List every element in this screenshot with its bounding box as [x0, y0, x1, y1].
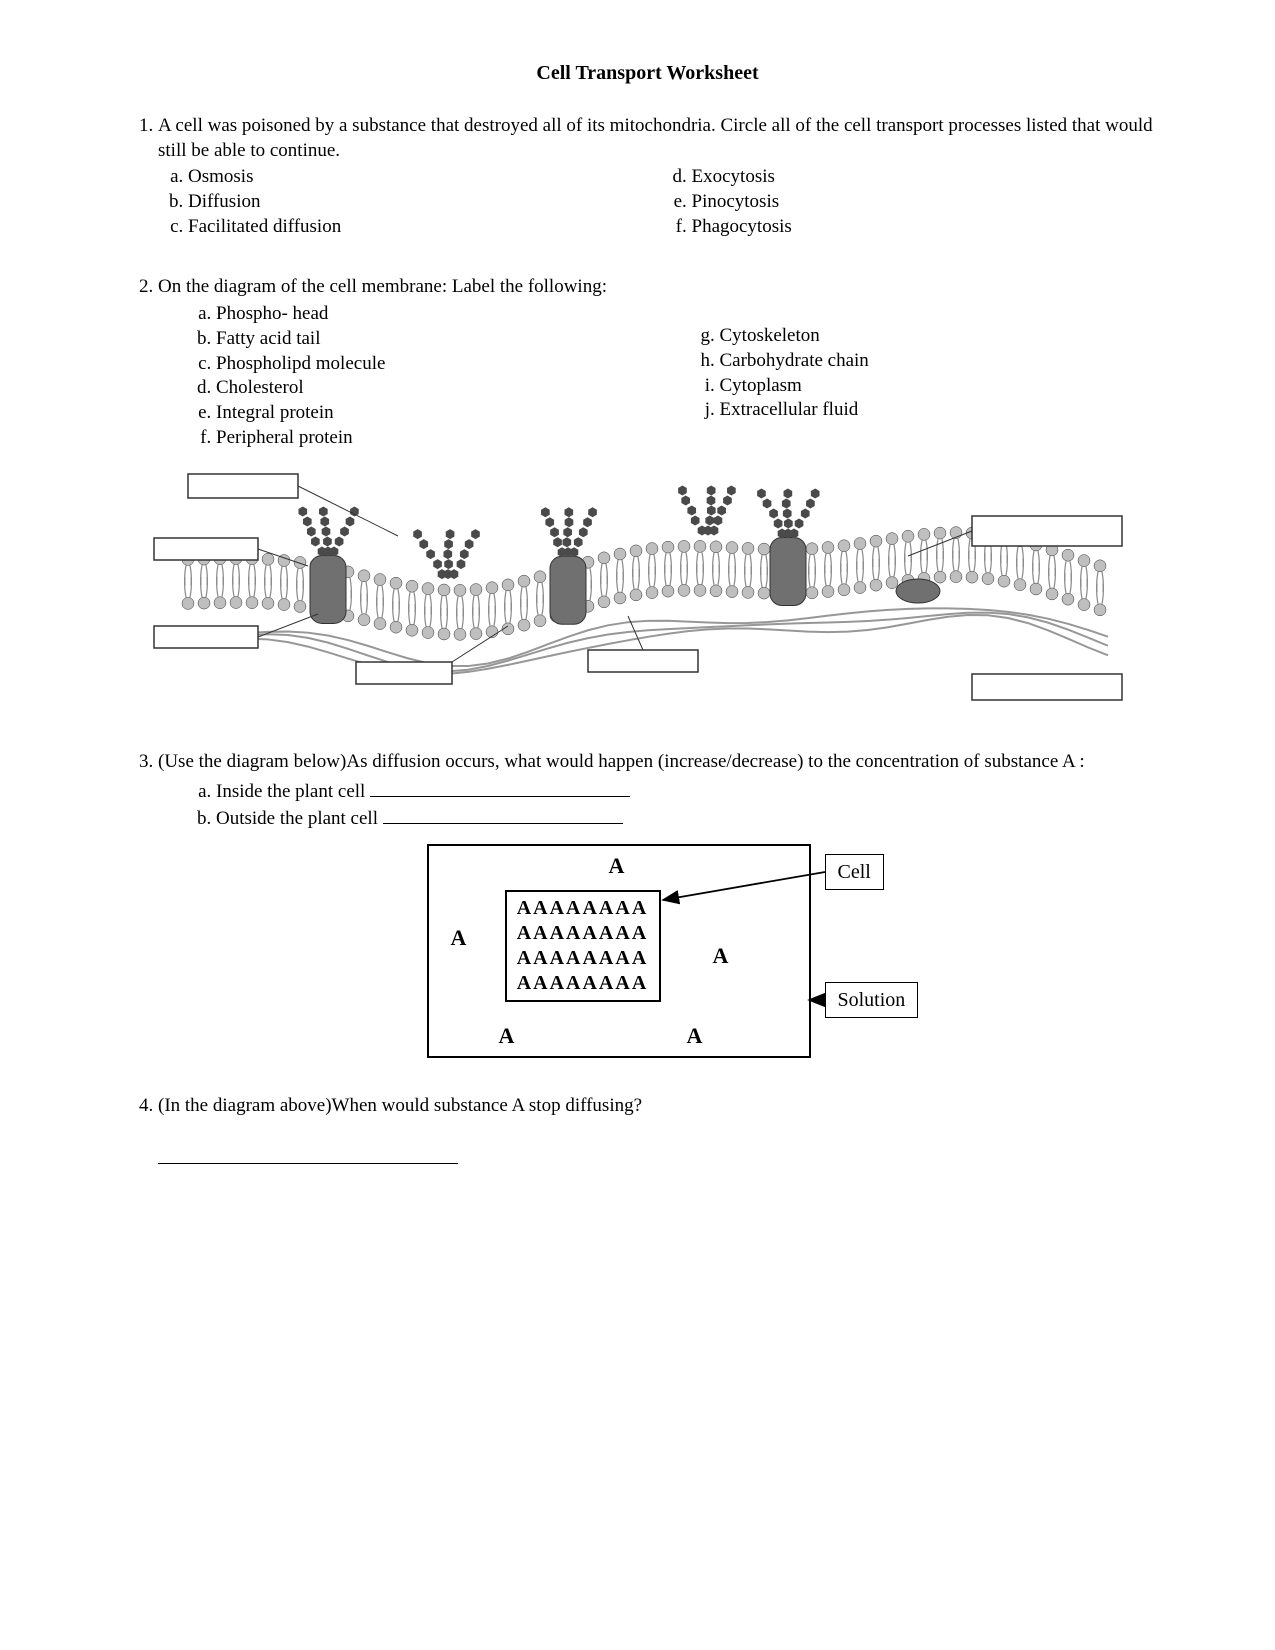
q3-text: (Use the diagram below)As diffusion occu… — [158, 751, 1085, 772]
q1-options-right: Exocytosis Pinocytosis Phagocytosis — [662, 165, 1166, 239]
q3-b-label: Outside the plant cell — [216, 808, 378, 829]
cell-diagram: A A A A A AAAAAAAA AAAAAAAA AAAAAAAA AAA… — [427, 844, 897, 1058]
q2-opt-h: Carbohydrate chain — [720, 349, 1166, 374]
q3-b-blank[interactable] — [383, 804, 623, 824]
q1-opt-c: Facilitated diffusion — [188, 215, 662, 240]
q1-opt-b: Diffusion — [188, 190, 662, 215]
q2-opt-f: Peripheral protein — [216, 426, 662, 451]
page-title: Cell Transport Worksheet — [130, 60, 1165, 86]
question-4: (In the diagram above)When would substan… — [158, 1094, 1165, 1164]
q2-opt-a: Phospho- head — [216, 302, 662, 327]
q2-opt-e: Integral protein — [216, 401, 662, 426]
q2-opt-j: Extracellular fluid — [720, 398, 1166, 423]
cell-box: AAAAAAAA AAAAAAAA AAAAAAAA AAAAAAAA — [505, 890, 661, 1002]
q2-opt-g: Cytoskeleton — [720, 324, 1166, 349]
a-bottom-right: A — [687, 1022, 703, 1051]
label-solution: Solution — [825, 982, 919, 1018]
membrane-svg — [148, 456, 1138, 706]
q2-opt-b: Fatty acid tail — [216, 327, 662, 352]
membrane-diagram — [148, 456, 1138, 714]
cell-row-3: AAAAAAAA — [507, 946, 659, 971]
q2-opt-d: Cholesterol — [216, 376, 662, 401]
a-top: A — [609, 852, 625, 881]
cell-row-4: AAAAAAAA — [507, 971, 659, 996]
a-right: A — [713, 942, 729, 971]
q4-text: (In the diagram above)When would substan… — [158, 1095, 642, 1116]
q1-options-left: Osmosis Diffusion Facilitated diffusion — [158, 165, 662, 239]
q2-text: On the diagram of the cell membrane: Lab… — [158, 276, 607, 297]
question-3: (Use the diagram below)As diffusion occu… — [158, 750, 1165, 1058]
q4-blank[interactable] — [158, 1163, 458, 1164]
question-2: On the diagram of the cell membrane: Lab… — [158, 275, 1165, 714]
q3-a: Inside the plant cell — [216, 777, 1165, 805]
q1-text: A cell was poisoned by a substance that … — [158, 115, 1153, 161]
q3-b: Outside the plant cell — [216, 804, 1165, 832]
q1-opt-a: Osmosis — [188, 165, 662, 190]
cell-row-1: AAAAAAAA — [507, 896, 659, 921]
q2-options-left: Phospho- head Fatty acid tail Phospholip… — [158, 302, 662, 450]
q2-opt-i: Cytoplasm — [720, 374, 1166, 399]
question-list: A cell was poisoned by a substance that … — [130, 114, 1165, 1164]
a-left: A — [451, 924, 467, 953]
q2-options-right: Cytoskeleton Carbohydrate chain Cytoplas… — [662, 324, 1166, 423]
a-bottom-left: A — [499, 1022, 515, 1051]
q1-opt-f: Phagocytosis — [692, 215, 1166, 240]
q1-opt-e: Pinocytosis — [692, 190, 1166, 215]
q1-opt-d: Exocytosis — [692, 165, 1166, 190]
q3-a-blank[interactable] — [370, 777, 630, 797]
solution-box: A A A A A AAAAAAAA AAAAAAAA AAAAAAAA AAA… — [427, 844, 811, 1058]
question-1: A cell was poisoned by a substance that … — [158, 114, 1165, 239]
q3-subitems: Inside the plant cell Outside the plant … — [158, 777, 1165, 832]
q3-a-label: Inside the plant cell — [216, 781, 365, 802]
q2-opt-c: Phospholipd molecule — [216, 352, 662, 377]
cell-row-2: AAAAAAAA — [507, 921, 659, 946]
label-cell: Cell — [825, 854, 884, 890]
